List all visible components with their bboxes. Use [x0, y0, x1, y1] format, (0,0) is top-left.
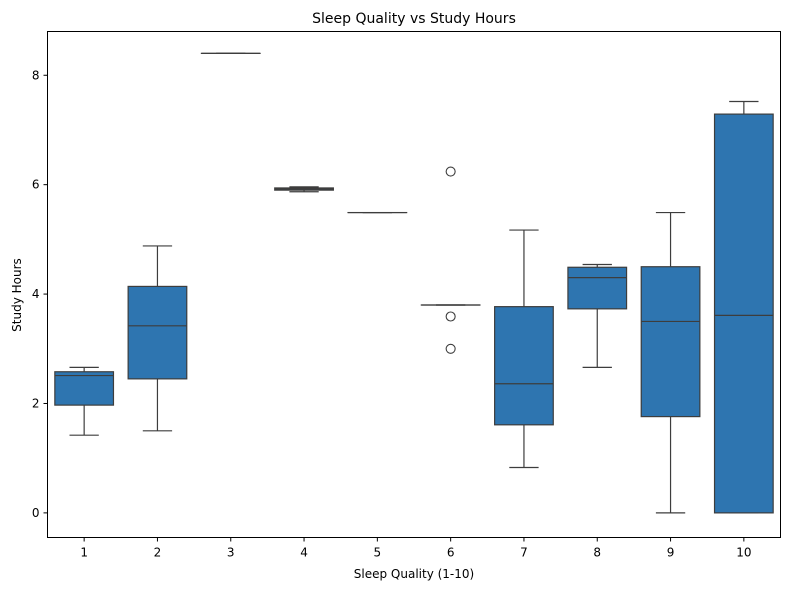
x-tick-label: 3 — [227, 546, 235, 560]
outlier-point — [445, 343, 456, 354]
box-body — [640, 266, 701, 418]
x-tick-label: 1 — [80, 546, 88, 560]
y-tick-label: 2 — [32, 396, 40, 410]
x-tick-label: 9 — [667, 546, 675, 560]
box-body — [127, 285, 188, 380]
x-tick-label: 10 — [736, 546, 751, 560]
y-tick-label: 6 — [32, 178, 40, 192]
y-tick-label: 0 — [32, 506, 40, 520]
x-tick-label: 2 — [154, 546, 162, 560]
x-tick-label: 5 — [374, 546, 382, 560]
x-tick-label: 8 — [593, 546, 601, 560]
box-body — [54, 371, 115, 406]
y-tick-label: 4 — [32, 287, 40, 301]
plot-marks: 0 2 4 6 8 1 2 3 4 5 6 7 8 9 10 — [32, 52, 774, 560]
x-tick-label: 7 — [520, 546, 528, 560]
x-tick-label: 4 — [300, 546, 308, 560]
chart-title: Sleep Quality vs Study Hours — [312, 11, 516, 27]
y-tick-label: 8 — [32, 68, 40, 82]
x-axis-label: Sleep Quality (1-10) — [354, 567, 474, 581]
y-axis-label: Study Hours — [10, 258, 24, 332]
outlier-point — [445, 166, 456, 177]
plot-frame — [47, 31, 781, 538]
box-body — [567, 266, 628, 310]
outlier-point — [445, 311, 456, 322]
x-tick-label: 6 — [447, 546, 455, 560]
box-body — [494, 306, 554, 426]
box-body — [713, 113, 774, 514]
